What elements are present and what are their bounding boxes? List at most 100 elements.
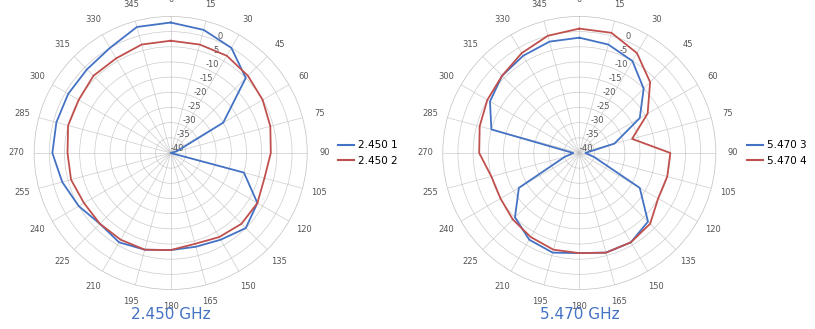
5.470 4 — [475, 124, 485, 128]
5.470 3 — [548, 251, 557, 255]
2.450 1 — [241, 226, 251, 230]
5.470 4 — [575, 27, 584, 31]
2.450 2 — [266, 124, 275, 128]
2.450 1 — [165, 248, 175, 252]
5.470 4 — [517, 51, 526, 55]
5.470 3 — [497, 74, 507, 78]
2.450 2 — [195, 42, 205, 46]
2.450 1 — [114, 240, 124, 244]
2.450 2 — [66, 178, 76, 182]
5.470 3 — [510, 215, 520, 219]
Text: 5.470 GHz: 5.470 GHz — [540, 307, 619, 322]
2.450 1 — [199, 28, 209, 32]
2.450 1 — [165, 151, 175, 155]
2.450 2 — [165, 248, 175, 252]
5.470 4 — [526, 235, 535, 239]
5.470 3 — [514, 186, 524, 190]
2.450 1 — [95, 222, 105, 226]
5.470 3 — [639, 87, 649, 90]
5.470 3 — [544, 39, 554, 43]
2.450 1 — [140, 248, 150, 252]
5.470 3 — [635, 186, 645, 190]
5.470 4 — [543, 34, 553, 38]
2.450 1 — [218, 121, 228, 125]
2.450 2 — [116, 238, 126, 242]
5.470 3 — [485, 99, 495, 103]
2.450 1 — [132, 25, 142, 29]
2.450 2 — [95, 222, 105, 226]
2.450 1 — [74, 204, 84, 208]
5.470 4 — [601, 251, 611, 255]
2.450 2 — [253, 201, 262, 205]
5.470 4 — [508, 217, 518, 221]
2.450 2 — [222, 54, 231, 58]
Legend: 5.470 3, 5.470 4: 5.470 3, 5.470 4 — [747, 140, 807, 165]
5.470 4 — [654, 196, 663, 200]
2.450 1 — [253, 201, 262, 205]
2.450 2 — [111, 56, 121, 60]
Legend: 2.450 1, 2.450 2: 2.450 1, 2.450 2 — [338, 140, 398, 165]
Line: 5.470 3: 5.470 3 — [490, 38, 648, 253]
5.470 3 — [603, 42, 613, 46]
5.470 4 — [632, 51, 642, 55]
2.450 2 — [243, 74, 253, 78]
5.470 3 — [575, 36, 584, 40]
5.470 3 — [635, 116, 645, 120]
5.470 3 — [580, 151, 590, 155]
5.470 4 — [548, 248, 558, 252]
2.450 2 — [258, 98, 267, 102]
5.470 4 — [645, 80, 655, 84]
5.470 3 — [628, 59, 637, 63]
Line: 5.470 4: 5.470 4 — [479, 29, 670, 253]
2.450 1 — [64, 92, 73, 96]
5.470 3 — [610, 141, 619, 145]
5.470 4 — [497, 74, 507, 78]
2.450 2 — [236, 222, 246, 226]
5.470 4 — [482, 98, 492, 102]
2.450 1 — [239, 171, 249, 175]
2.450 1 — [165, 20, 175, 24]
2.450 1 — [241, 76, 251, 80]
5.470 3 — [487, 127, 496, 131]
5.470 3 — [524, 238, 534, 242]
2.450 1 — [165, 20, 175, 24]
2.450 1 — [47, 151, 57, 155]
5.470 4 — [626, 240, 636, 244]
5.470 4 — [575, 251, 584, 255]
5.470 3 — [643, 220, 653, 224]
2.450 1 — [51, 120, 61, 124]
Text: 2.450 GHz: 2.450 GHz — [131, 307, 210, 322]
5.470 4 — [496, 196, 505, 200]
5.470 3 — [518, 54, 528, 58]
5.470 4 — [606, 31, 616, 35]
5.470 3 — [575, 251, 584, 255]
2.450 2 — [63, 151, 73, 155]
2.450 2 — [266, 151, 275, 155]
5.470 3 — [601, 251, 611, 255]
5.470 4 — [628, 137, 637, 141]
2.450 2 — [165, 39, 175, 43]
5.470 3 — [589, 155, 599, 159]
5.470 4 — [645, 222, 655, 226]
5.470 4 — [575, 27, 584, 31]
2.450 1 — [216, 238, 226, 242]
2.450 2 — [79, 201, 89, 205]
5.470 4 — [643, 112, 653, 115]
2.450 2 — [140, 248, 150, 252]
5.470 3 — [626, 240, 636, 244]
2.450 2 — [214, 235, 224, 239]
2.450 2 — [137, 42, 147, 46]
2.450 1 — [227, 46, 236, 50]
5.470 3 — [560, 155, 570, 159]
2.450 1 — [82, 67, 92, 71]
2.450 2 — [89, 74, 99, 78]
2.450 2 — [74, 98, 84, 102]
5.470 3 — [568, 151, 578, 155]
5.470 4 — [663, 175, 672, 179]
2.450 2 — [259, 176, 269, 180]
2.450 2 — [190, 242, 200, 246]
2.450 1 — [172, 149, 182, 153]
Line: 2.450 1: 2.450 1 — [52, 22, 258, 250]
Line: 2.450 2: 2.450 2 — [68, 41, 271, 250]
5.470 4 — [487, 175, 496, 179]
